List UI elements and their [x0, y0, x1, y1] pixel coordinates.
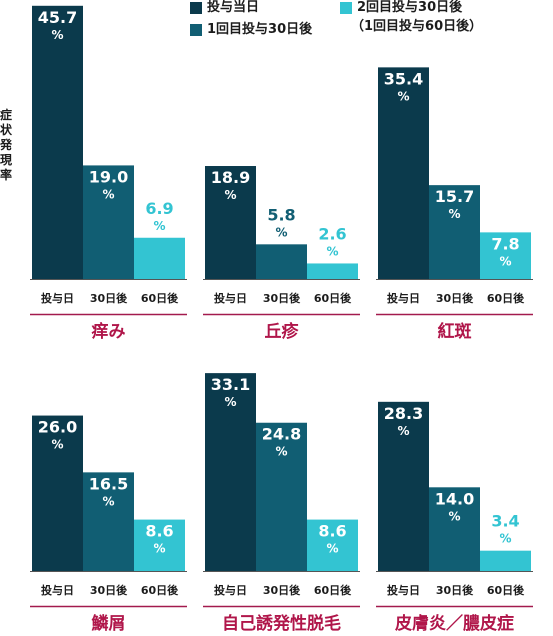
bar-unit-label: % [102, 187, 114, 201]
bar-unit-label: % [499, 532, 511, 546]
bar-unit-label: % [326, 542, 338, 556]
bar-unit-label: % [102, 494, 114, 508]
legend-label-day30: 1回目投与30日後 [207, 22, 313, 37]
bar-value-label: 24.8 [262, 425, 301, 444]
bar-value-label: 16.5 [89, 474, 128, 493]
category-tick-label: 30日後 [263, 291, 301, 305]
bar-value-label: 45.7 [38, 8, 77, 27]
bar-value-label: 18.9 [211, 168, 250, 187]
y-axis-label-char: 症 [0, 108, 13, 122]
y-axis-label-char: 状 [0, 123, 13, 137]
category-tick-label: 投与日 [214, 583, 247, 597]
bar [134, 237, 185, 279]
bar-unit-label: % [275, 225, 287, 239]
legend-label-day0: 投与当日 [207, 0, 260, 15]
bar-unit-label: % [326, 244, 338, 258]
category-tick-label: 投与日 [41, 583, 74, 597]
bar [480, 232, 531, 279]
category-tick-label: 30日後 [436, 291, 474, 305]
y-axis-label-char: 現 [0, 153, 13, 167]
bar [32, 415, 83, 571]
panel-title: 自己誘発性脱毛 [222, 613, 341, 634]
bar-unit-label: % [224, 188, 236, 202]
bar-value-label: 6.9 [145, 199, 173, 218]
bar-value-label: 14.0 [435, 489, 474, 508]
bar-unit-label: % [153, 219, 165, 233]
bar-value-label: 28.3 [384, 404, 423, 423]
bar-unit-label: % [448, 509, 460, 523]
bar-unit-label: % [51, 438, 63, 452]
bar [134, 519, 185, 571]
bar [32, 5, 83, 279]
bar-value-label: 33.1 [211, 375, 250, 394]
legend-swatch-day0 [190, 2, 202, 14]
category-tick-label: 30日後 [263, 583, 301, 597]
bar-unit-label: % [153, 542, 165, 556]
panel-title: 痒み [92, 321, 126, 342]
bar-value-label: 2.6 [318, 224, 346, 243]
bar-value-label: 8.6 [318, 522, 346, 541]
bar-value-label: 35.4 [384, 69, 423, 88]
bar-unit-label: % [397, 424, 409, 438]
panel-title: 紅斑 [438, 321, 472, 342]
bar [480, 550, 531, 571]
category-tick-label: 30日後 [90, 291, 128, 305]
bar-value-label: 8.6 [145, 522, 173, 541]
category-tick-label: 60日後 [314, 291, 352, 305]
bar [307, 519, 358, 571]
bar [205, 373, 256, 571]
legend-label-day60: 2回目投与30日後 [357, 0, 463, 15]
bar-unit-label: % [499, 254, 511, 268]
legend-swatch-day60 [340, 2, 352, 14]
y-axis-label-char: 率 [0, 168, 13, 182]
bar [83, 472, 134, 571]
bar-value-label: 15.7 [435, 187, 474, 206]
category-tick-label: 投与日 [387, 291, 420, 305]
bar-unit-label: % [275, 445, 287, 459]
category-tick-label: 60日後 [141, 291, 179, 305]
category-tick-label: 投与日 [41, 291, 74, 305]
legend-item-day30: 1回目投与30日後 [190, 22, 312, 38]
bar-unit-label: % [51, 28, 63, 42]
bar [429, 185, 480, 279]
bar [205, 166, 256, 279]
legend: 投与当日 1回目投与30日後 2回目投与30日後 （1回目投与60日後） [190, 0, 550, 46]
bar-unit-label: % [397, 89, 409, 103]
panel-title: 鱗屑 [91, 613, 126, 634]
bar-value-label: 5.8 [267, 205, 295, 224]
category-tick-label: 30日後 [90, 583, 128, 597]
bar-unit-label: % [224, 395, 236, 409]
category-tick-label: 30日後 [436, 583, 474, 597]
y-axis-label: 症状発現率 [0, 108, 14, 183]
legend-label-day60-note: （1回目投与60日後） [351, 19, 483, 34]
bar [256, 422, 307, 571]
category-tick-label: 60日後 [314, 583, 352, 597]
y-axis-label-char: 発 [0, 138, 13, 152]
category-tick-label: 投与日 [214, 291, 247, 305]
panel-title: 丘疹 [265, 321, 300, 342]
bar [256, 244, 307, 279]
category-tick-label: 60日後 [487, 291, 525, 305]
bar-value-label: 19.0 [89, 167, 128, 186]
bar [378, 401, 429, 571]
bar [429, 487, 480, 571]
bar-value-label: 3.4 [491, 512, 519, 531]
bar [83, 165, 134, 279]
bar-value-label: 26.0 [38, 418, 77, 437]
legend-item-day0: 投与当日 [190, 0, 259, 16]
category-tick-label: 60日後 [141, 583, 179, 597]
category-tick-label: 投与日 [387, 583, 420, 597]
bar [378, 67, 429, 279]
bar-unit-label: % [448, 207, 460, 221]
bar-value-label: 7.8 [491, 234, 519, 253]
bar [307, 263, 358, 279]
panel-title: 皮膚炎／膿皮症 [395, 613, 514, 634]
category-tick-label: 60日後 [487, 583, 525, 597]
legend-swatch-day30 [190, 24, 202, 36]
legend-item-day60: 2回目投与30日後 （1回目投与60日後） [340, 0, 482, 35]
